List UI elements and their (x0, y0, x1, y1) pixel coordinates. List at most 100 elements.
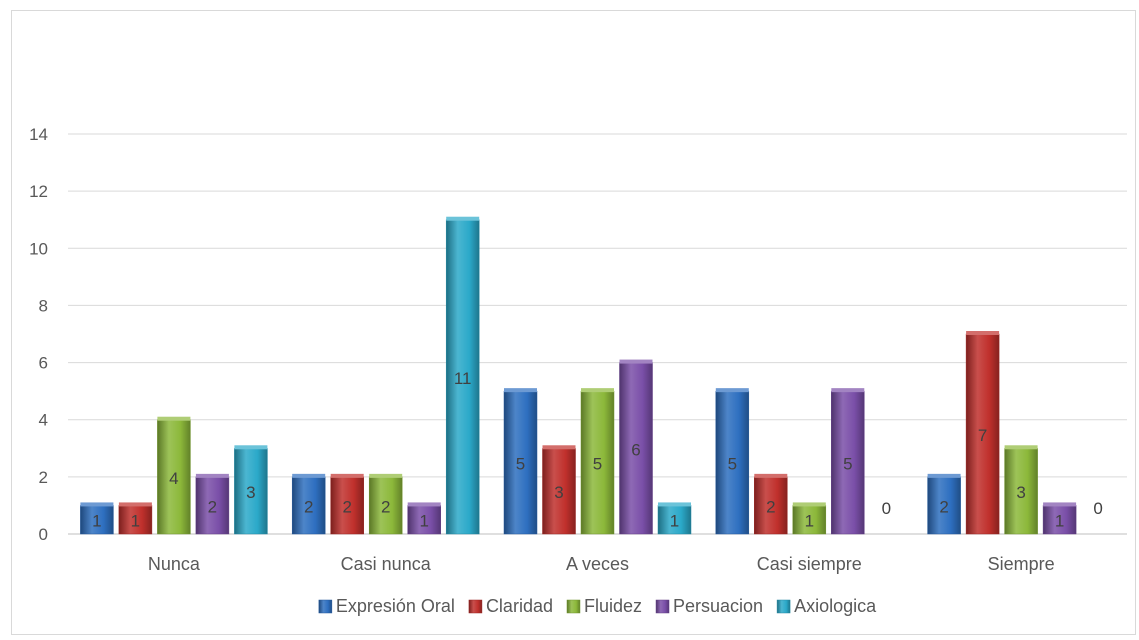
bar-top-face (966, 331, 1000, 335)
y-axis: 0 2 4 6 8 10 12 14 (29, 125, 48, 544)
bar-top-face (118, 502, 152, 507)
bars (80, 216, 1077, 535)
data-label: 4 (169, 469, 178, 488)
bar-top-face (157, 416, 191, 421)
bar (118, 505, 153, 535)
data-label: 1 (419, 512, 428, 531)
legend-label: Fluidez (584, 596, 642, 616)
data-label: 3 (1016, 483, 1025, 502)
legend-label: Persuacion (673, 596, 763, 616)
category-label: Nunca (148, 554, 201, 574)
data-label: 7 (978, 426, 987, 445)
bar-top-face (369, 473, 403, 478)
data-label: 1 (670, 512, 679, 531)
bar-top-face (1004, 445, 1038, 450)
bar-top-face (754, 473, 788, 478)
data-label: 5 (843, 455, 852, 474)
bar (445, 219, 480, 535)
bar (792, 505, 827, 535)
data-label: 5 (728, 455, 737, 474)
bar-top-face (446, 216, 480, 221)
bar-top-face (792, 502, 826, 507)
bar-top-face (407, 502, 441, 507)
category-label: Casi nunca (341, 554, 432, 574)
legend-label: Expresión Oral (336, 596, 455, 616)
data-label: 2 (304, 497, 313, 516)
bar (407, 505, 441, 535)
x-axis: Nunca Casi nunca A veces Casi siempre Siempr… (148, 554, 1055, 574)
data-label: 1 (92, 512, 101, 531)
y-tick-label: 0 (39, 525, 48, 544)
bar-top-face (831, 388, 865, 393)
legend-label: Claridad (486, 596, 553, 616)
bar (754, 476, 788, 535)
data-label: 1 (1055, 512, 1064, 531)
bar (715, 390, 750, 535)
bar (831, 390, 865, 535)
legend-swatch (776, 599, 791, 614)
legend-swatch (468, 599, 483, 614)
y-tick-label: 2 (39, 468, 48, 487)
y-tick-label: 14 (29, 125, 48, 144)
y-tick-label: 6 (39, 354, 48, 373)
bar (368, 476, 403, 535)
data-label: 2 (939, 497, 948, 516)
data-label: 0 (1093, 499, 1102, 518)
data-label: 1 (805, 512, 814, 531)
y-tick-label: 8 (39, 296, 48, 315)
bar (619, 362, 653, 535)
bar (80, 505, 114, 535)
data-label: 6 (631, 440, 640, 459)
data-label: 1 (131, 512, 140, 531)
bar (965, 333, 1000, 535)
data-label: 3 (246, 483, 255, 502)
bar-top-face (658, 502, 691, 507)
data-label: 0 (882, 499, 891, 518)
legend-swatch (318, 599, 333, 614)
bar-top-face (927, 473, 961, 478)
bar-top-face (80, 502, 114, 507)
legend: Expresión Oral Claridad Fluidez Persuacion A… (318, 596, 877, 616)
bar-top-face (1043, 502, 1077, 507)
bar-top-face (292, 473, 326, 478)
y-tick-label: 4 (39, 411, 48, 430)
data-label: 2 (766, 497, 775, 516)
bar-top-face (504, 388, 537, 393)
y-tick-label: 10 (29, 239, 48, 258)
bar (1042, 505, 1077, 535)
data-label: 3 (554, 483, 563, 502)
bar-top-face (581, 388, 614, 393)
legend-swatch (566, 599, 581, 614)
category-label: A veces (566, 554, 629, 574)
legend-label: Axiologica (794, 596, 877, 616)
data-label: 5 (516, 455, 525, 474)
data-label: 2 (208, 497, 217, 516)
legend-swatch (655, 599, 670, 614)
bar-top-face (234, 445, 268, 450)
legend-item: Expresión Oral (318, 596, 455, 616)
legend-item: Axiologica (776, 596, 877, 616)
bar (330, 476, 364, 535)
bar-top-face (619, 359, 653, 364)
data-label: 11 (454, 369, 472, 388)
bar-top-face (542, 445, 576, 450)
bar-top-face (715, 388, 749, 393)
category-label: Siempre (988, 554, 1055, 574)
bar (157, 419, 191, 535)
data-label: 2 (342, 497, 351, 516)
bar-top-face (330, 473, 364, 478)
bar (503, 390, 538, 535)
data-label: 2 (381, 497, 390, 516)
legend-item: Claridad (468, 596, 553, 616)
legend-item: Fluidez (566, 596, 642, 616)
bar (927, 476, 961, 535)
bar (195, 476, 230, 535)
bar-top-face (195, 473, 229, 478)
bar (542, 448, 576, 535)
y-tick-label: 12 (29, 182, 48, 201)
category-label: Casi siempre (757, 554, 862, 574)
data-label: 5 (593, 455, 602, 474)
legend-item: Persuacion (655, 596, 763, 616)
